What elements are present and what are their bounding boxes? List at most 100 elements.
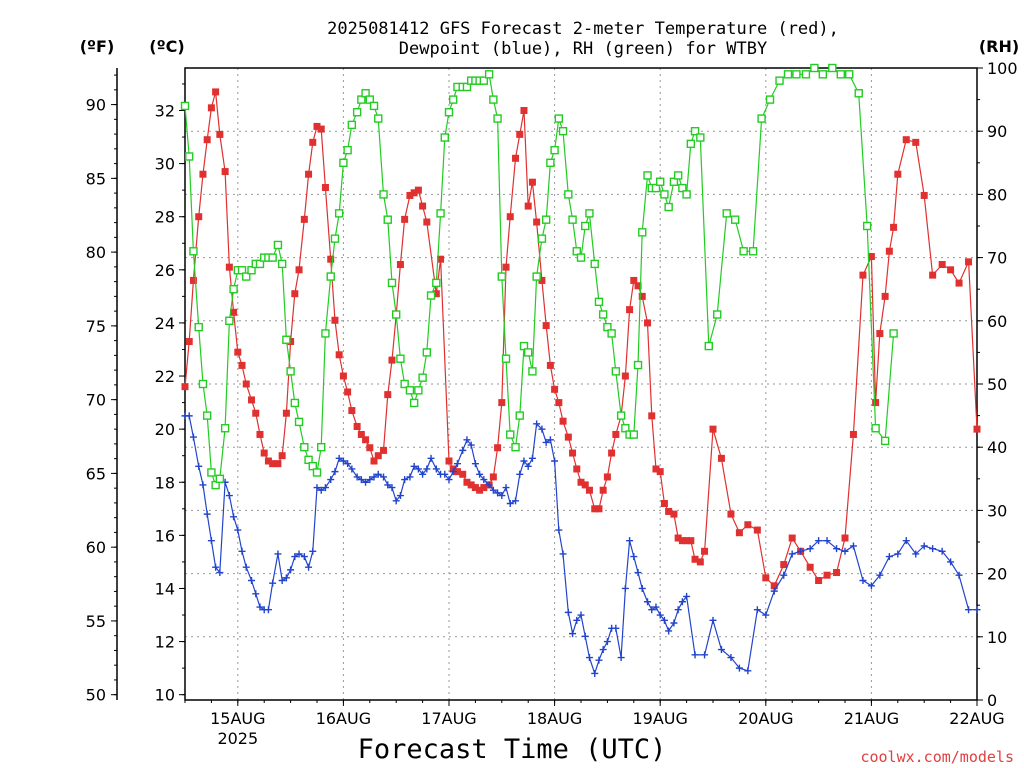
rh-point xyxy=(818,70,828,79)
temperature-point xyxy=(678,537,686,545)
dewpoint-point xyxy=(485,481,493,489)
temperature-point xyxy=(691,555,699,563)
temperature-point xyxy=(701,547,709,555)
temperature-point xyxy=(881,292,889,300)
temperature-point xyxy=(670,510,678,518)
dewpoint-point xyxy=(282,574,290,582)
rh-point xyxy=(546,158,555,168)
rh-point xyxy=(426,291,436,300)
dewpoint-point xyxy=(467,441,475,449)
temperature-point xyxy=(331,316,339,324)
temperature-point xyxy=(894,170,902,178)
dewpoint-point xyxy=(256,603,264,611)
temperature-point xyxy=(573,465,581,473)
rh-tick-label: 40 xyxy=(987,438,1007,457)
temperature-point xyxy=(300,215,308,223)
temperature-point xyxy=(230,308,238,316)
rh-point xyxy=(678,183,687,193)
dewpoint-point xyxy=(384,481,392,489)
rh-point xyxy=(748,247,758,256)
rh-point xyxy=(277,259,287,269)
rh-point xyxy=(422,348,432,357)
temperature-point xyxy=(648,412,656,420)
dewpoint-point xyxy=(370,473,378,481)
temperature-point xyxy=(480,484,488,492)
dewpoint-point xyxy=(274,550,282,558)
temperature-point xyxy=(644,319,652,327)
dewpoint-point xyxy=(947,558,955,566)
dewpoint-series xyxy=(181,412,981,677)
dewpoint-point xyxy=(660,616,668,624)
dewpoint-point xyxy=(212,563,220,571)
rh-point xyxy=(537,234,547,243)
dewpoint-point xyxy=(309,547,317,555)
dewpoint-point xyxy=(656,611,664,619)
dewpoint-point xyxy=(453,460,461,468)
chart-title-line-2: Dewpoint (blue), RH (green) for WTBY xyxy=(399,39,767,59)
temperature-point xyxy=(551,385,559,393)
rh-point xyxy=(524,348,533,357)
dewpoint-point xyxy=(406,473,414,481)
dewpoint-point xyxy=(414,465,422,473)
fahrenheit-tick-label: 75 xyxy=(86,317,106,336)
temperature-point xyxy=(555,399,563,407)
temperature-point xyxy=(709,425,717,433)
rh-point xyxy=(242,272,251,281)
temperature-point xyxy=(327,255,335,263)
temperature-point xyxy=(872,399,880,407)
rh-point xyxy=(810,63,819,73)
temperature-point xyxy=(256,430,264,438)
temperature-point xyxy=(902,136,910,144)
rh-point xyxy=(339,158,348,168)
temperature-point xyxy=(762,574,770,582)
temperature-point xyxy=(467,481,475,489)
temperature-point xyxy=(564,433,572,441)
temperature-point xyxy=(780,561,788,569)
celsius-tick-label: 22 xyxy=(155,367,175,386)
temperature-point xyxy=(453,468,461,476)
rh-point xyxy=(400,379,409,389)
temperature-point xyxy=(744,521,752,529)
dewpoint-point xyxy=(806,545,814,553)
dewpoint-line xyxy=(185,415,977,676)
dewpoint-point xyxy=(595,656,603,664)
fahrenheit-tick-label: 60 xyxy=(86,538,106,557)
dewpoint-point xyxy=(717,646,725,654)
dewpoint-point xyxy=(652,603,660,611)
dewpoint-point xyxy=(300,553,308,561)
temperature-point xyxy=(815,577,823,585)
rh-point xyxy=(854,89,863,98)
rh-point xyxy=(357,95,366,104)
rh-point xyxy=(651,183,661,193)
rh-point xyxy=(255,259,265,269)
dewpoint-point xyxy=(449,468,457,476)
rh-point xyxy=(374,114,383,123)
rh-point xyxy=(409,398,419,408)
dewpoint-point xyxy=(585,654,593,662)
rh-point xyxy=(300,443,309,452)
dewpoint-point xyxy=(295,550,303,558)
celsius-unit-label: (ºC) xyxy=(149,37,184,56)
dewpoint-point xyxy=(339,457,347,465)
celsius-tick-label: 10 xyxy=(155,686,175,705)
rh-point xyxy=(479,76,489,85)
rh-point xyxy=(836,70,845,79)
rh-point xyxy=(598,310,608,319)
rh-point xyxy=(801,70,811,79)
rh-point xyxy=(290,398,300,408)
temperature-point xyxy=(603,473,611,481)
dewpoint-point xyxy=(305,563,313,571)
temperature-point xyxy=(859,271,867,279)
dewpoint-point xyxy=(573,616,581,624)
rh-point xyxy=(792,70,801,79)
temperature-point xyxy=(538,276,546,284)
rh-point xyxy=(286,367,295,376)
temperature-point xyxy=(841,534,849,542)
dewpoint-point xyxy=(538,425,546,433)
rh-point xyxy=(489,95,498,104)
rh-point xyxy=(414,386,423,395)
temperature-point xyxy=(260,449,268,457)
temperature-point xyxy=(445,457,453,465)
dewpoint-point xyxy=(912,550,920,558)
x-tick-label: 17AUG xyxy=(421,709,476,728)
